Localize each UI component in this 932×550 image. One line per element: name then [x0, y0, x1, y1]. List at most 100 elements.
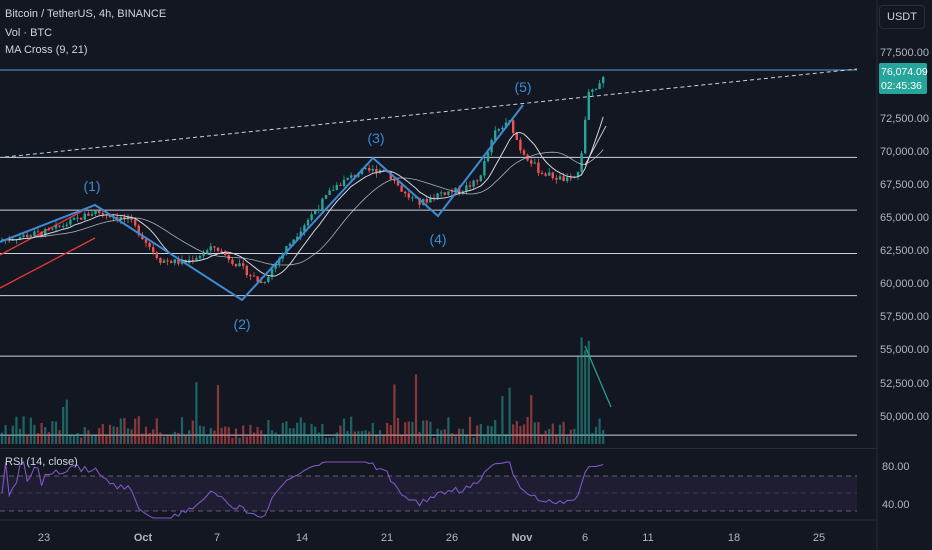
volume-bar	[378, 430, 382, 444]
candle-body	[544, 173, 547, 176]
candle-body	[249, 275, 252, 277]
candle-body	[436, 193, 439, 199]
volume-bar	[353, 431, 356, 444]
candle-body	[173, 259, 176, 264]
volume-bar	[418, 431, 421, 444]
candle-body	[479, 175, 482, 182]
volume-bar	[519, 426, 522, 444]
volume-bar	[65, 399, 68, 444]
candle-body	[209, 246, 212, 251]
candle-body	[321, 198, 324, 210]
candle-body	[375, 168, 378, 174]
time-tick: 25	[813, 532, 825, 544]
volume-bar	[375, 435, 378, 444]
volume-bar	[260, 430, 263, 444]
candle-body	[425, 199, 428, 203]
candle-body	[429, 197, 432, 203]
candle-body	[26, 234, 29, 238]
candle-body	[382, 170, 385, 172]
candle-body	[224, 251, 227, 256]
volume-divergence-line	[584, 345, 612, 408]
volume-bar	[566, 436, 569, 444]
candle-body	[51, 228, 54, 230]
volume-legend[interactable]: Vol · BTC	[5, 27, 53, 39]
candle-body	[155, 252, 158, 258]
volume-bar	[497, 434, 500, 444]
candle-body	[245, 265, 248, 276]
candle-body	[353, 175, 356, 177]
volume-bar	[515, 421, 518, 444]
candle-body	[530, 160, 533, 164]
rsi-legend[interactable]: RSI (14, close)	[5, 456, 78, 468]
volume-bar	[170, 435, 173, 444]
candle-body	[494, 130, 497, 140]
volume-bar	[522, 424, 526, 444]
time-tick: 11	[642, 532, 653, 544]
volume-bar	[209, 428, 212, 444]
volume-bar	[562, 421, 565, 444]
candle-body	[220, 250, 223, 252]
volume-bar	[238, 437, 241, 444]
candle-body	[371, 168, 374, 171]
candle-body	[18, 237, 22, 240]
wave-label-3: (3)	[367, 130, 384, 146]
volume-bar	[400, 435, 403, 444]
currency-button[interactable]: USDT	[879, 5, 925, 29]
volume-bar	[36, 433, 40, 444]
volume-bar	[580, 337, 583, 444]
volume-bar	[602, 429, 605, 444]
time-tick: 7	[214, 532, 220, 544]
candle-body	[555, 178, 558, 180]
candle-body	[591, 89, 594, 92]
volume-bar	[40, 423, 43, 444]
candle-body	[411, 197, 414, 199]
volume-bar	[11, 425, 14, 444]
candle-body	[152, 247, 155, 253]
volume-bar	[198, 425, 202, 444]
volume-bar	[454, 436, 457, 444]
candle-body	[584, 119, 587, 154]
candle-body	[598, 83, 601, 90]
volume-bar	[184, 435, 187, 444]
volume-bar	[576, 356, 580, 444]
volume-bar	[29, 417, 32, 444]
volume-bar	[4, 425, 7, 444]
candle-body	[501, 127, 504, 129]
volume-bar	[252, 432, 256, 444]
symbol-title[interactable]: Bitcoin / TetherUS, 4h, BINANCE	[5, 8, 167, 20]
candle-body	[123, 217, 126, 220]
volume-bar	[62, 406, 65, 444]
volume-bar	[573, 428, 576, 444]
candle-body	[512, 120, 515, 133]
candle-body	[414, 197, 418, 199]
candle-body	[350, 175, 353, 178]
volume-bar	[490, 426, 493, 444]
rsi-band	[0, 476, 857, 511]
candle-body	[458, 187, 461, 193]
candle-body	[260, 281, 263, 283]
volume-bar	[321, 424, 324, 444]
candle-body	[274, 263, 277, 269]
candle-body	[497, 128, 500, 131]
time-tick: 23	[38, 532, 50, 544]
volume-bar	[314, 426, 317, 444]
candle-body	[468, 185, 472, 187]
candle-body	[602, 76, 605, 84]
volume-bar	[364, 430, 367, 444]
time-tick: Nov	[512, 532, 534, 544]
candle-body	[98, 210, 101, 214]
volume-bar	[414, 374, 418, 444]
volume-bar	[123, 417, 126, 444]
volume-bar	[472, 437, 475, 444]
volume-bar	[339, 425, 342, 444]
volume-bar	[465, 435, 468, 444]
candle-body	[83, 213, 86, 220]
candle-body	[537, 162, 540, 173]
volume-bar	[501, 396, 504, 444]
candle-body	[270, 268, 274, 277]
volume-bar	[162, 436, 166, 444]
volume-bar	[245, 436, 248, 444]
candle-body	[562, 176, 565, 182]
ma-cross-legend[interactable]: MA Cross (9, 21)	[5, 44, 88, 56]
